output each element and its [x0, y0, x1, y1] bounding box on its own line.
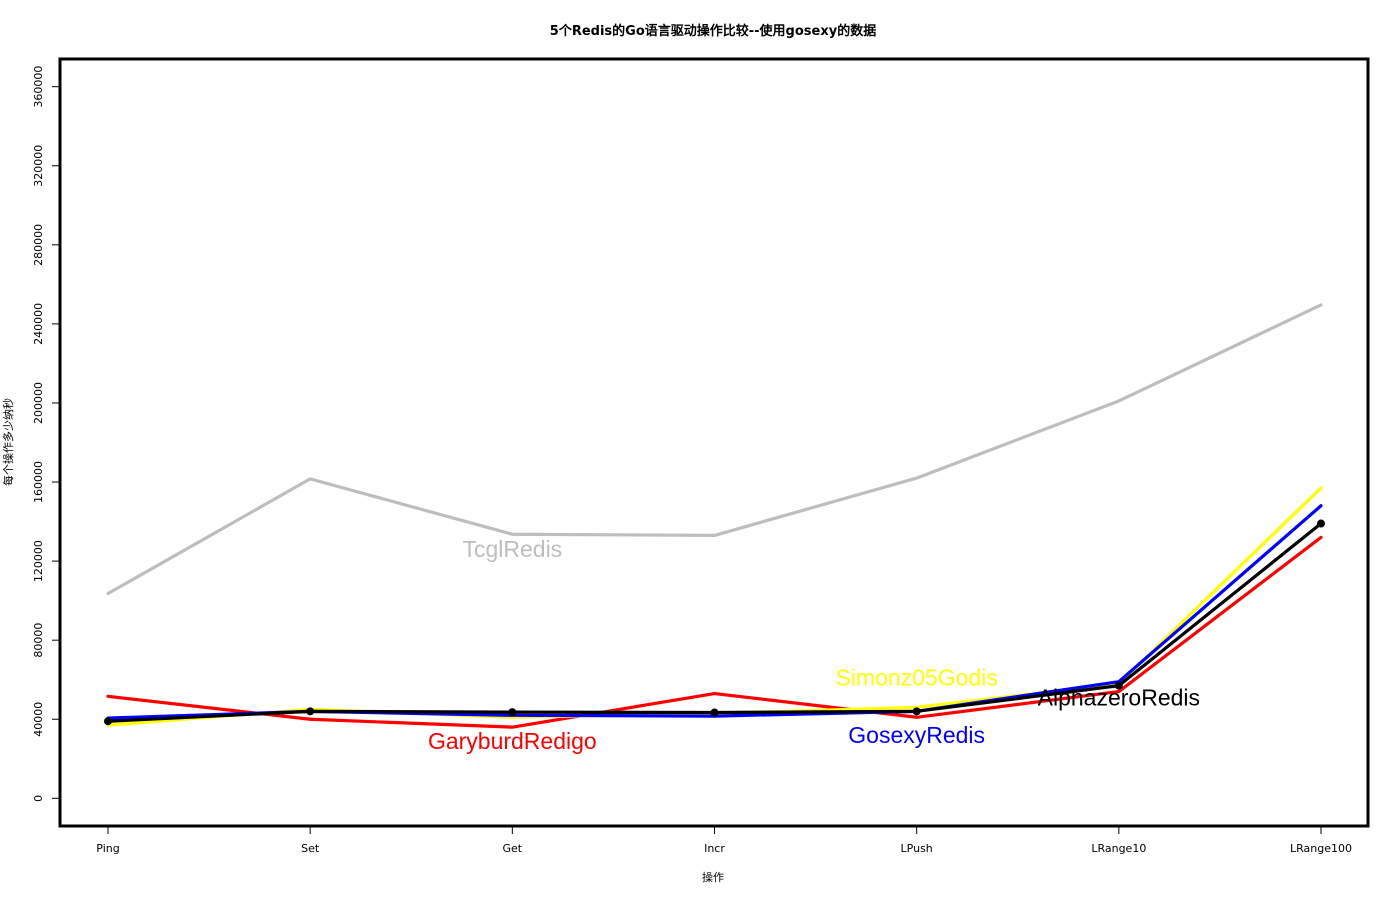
data-point-alphazeroredis	[306, 707, 315, 716]
y-tick-label: 0	[32, 795, 45, 802]
x-tick-label: Get	[503, 842, 523, 855]
data-point-alphazeroredis	[1317, 519, 1325, 528]
x-tick-label: Set	[301, 842, 320, 855]
y-tick-label: 160000	[32, 461, 45, 503]
series-label: TcglRedis	[462, 536, 562, 562]
x-tick-label: Incr	[704, 842, 725, 855]
x-tick-label: LPush	[901, 842, 933, 855]
x-axis-label: 操作	[702, 870, 724, 884]
data-point-alphazeroredis	[508, 708, 517, 717]
series-label: AlphazeroRedis	[1038, 685, 1200, 711]
series-label: GaryburdRedigo	[428, 728, 597, 754]
y-tick-label: 40000	[32, 702, 45, 737]
y-tick-label: 80000	[32, 623, 45, 658]
plot-frame	[58, 57, 1370, 828]
data-point-alphazeroredis	[710, 708, 719, 717]
series-label: Simonz05Godis	[835, 665, 997, 691]
data-point-alphazeroredis	[1114, 681, 1123, 690]
y-tick-label: 240000	[32, 303, 45, 345]
y-axis-label: 每个操作多少纳秒	[1, 398, 15, 486]
plot-area: Ping Set Get Incr LPush LRange10 LRange100 0 400…	[32, 66, 1352, 855]
x-tick-label: LRange10	[1091, 842, 1146, 855]
series-line-garyburdredigo	[106, 535, 1323, 729]
chart-title: 5个Redis的Go语言驱动操作比较--使用gosexy的数据	[550, 23, 876, 39]
y-tick-label: 120000	[32, 540, 45, 582]
y-tick-label: 320000	[32, 145, 45, 187]
x-tick-label: LRange100	[1290, 842, 1352, 855]
y-tick-label: 360000	[32, 66, 45, 108]
y-tick-label: 200000	[32, 382, 45, 424]
data-point-alphazeroredis	[912, 707, 921, 716]
y-tick-label: 280000	[32, 224, 45, 266]
series-label: GosexyRedis	[848, 722, 985, 748]
data-point-alphazeroredis	[104, 717, 112, 726]
x-tick-label: Ping	[96, 842, 119, 855]
series-line-tcglredis	[106, 303, 1323, 596]
